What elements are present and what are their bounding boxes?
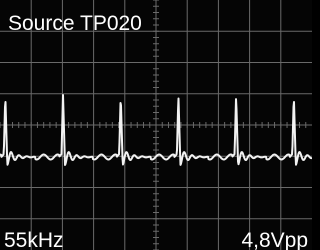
amplitude-label: 4,8Vpp xyxy=(241,229,308,250)
frequency-label: 55kHz xyxy=(4,229,64,250)
oscilloscope-screen: Source TP020 55kHz 4,8Vpp xyxy=(0,0,312,250)
source-label: Source TP020 xyxy=(8,12,142,35)
page: Source TP020 55kHz 4,8Vpp (() => { const… xyxy=(0,0,312,250)
